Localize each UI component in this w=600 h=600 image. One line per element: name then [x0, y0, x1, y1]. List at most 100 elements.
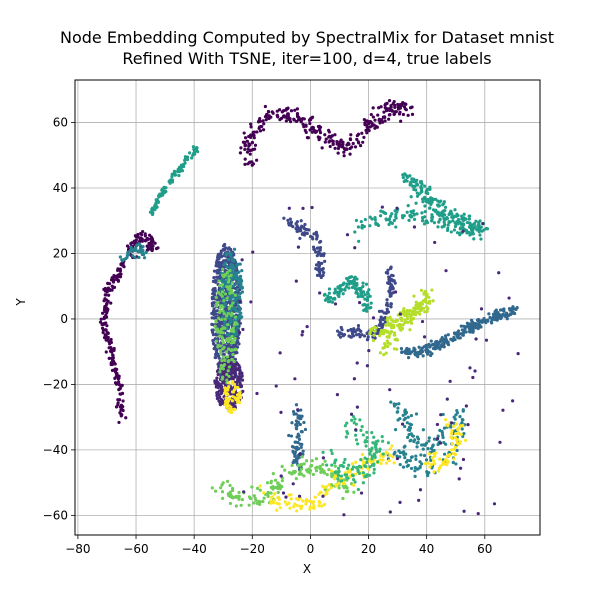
- data-point: [461, 418, 465, 422]
- data-point: [462, 509, 466, 513]
- data-point: [468, 366, 472, 370]
- data-point: [308, 507, 312, 511]
- data-point: [381, 115, 386, 119]
- data-point: [162, 191, 167, 195]
- data-point: [345, 147, 349, 151]
- data-point: [445, 459, 449, 463]
- data-point: [425, 305, 429, 309]
- data-point: [441, 435, 445, 440]
- data-point: [131, 254, 135, 258]
- data-point: [322, 293, 326, 297]
- data-point: [210, 486, 214, 490]
- data-point: [454, 222, 458, 226]
- data-point: [238, 321, 242, 325]
- data-point: [400, 350, 404, 355]
- data-point: [477, 319, 481, 324]
- data-point: [301, 499, 305, 503]
- data-point: [327, 291, 331, 295]
- data-point: [220, 339, 225, 343]
- data-point: [150, 248, 154, 253]
- data-point: [116, 268, 120, 272]
- data-point: [394, 225, 398, 229]
- data-point: [406, 463, 410, 467]
- data-point: [381, 452, 385, 456]
- data-point: [294, 477, 298, 481]
- data-point: [213, 381, 217, 385]
- data-point: [421, 428, 425, 432]
- data-point: [330, 451, 334, 456]
- data-point: [103, 293, 107, 297]
- data-point: [471, 232, 475, 236]
- data-point: [353, 230, 357, 234]
- data-point: [255, 486, 260, 491]
- data-point: [409, 466, 414, 471]
- data-point: [223, 358, 227, 362]
- data-point: [384, 461, 389, 465]
- data-point: [467, 326, 472, 330]
- data-point: [320, 469, 324, 473]
- data-point: [333, 302, 338, 306]
- data-point: [293, 377, 297, 381]
- data-point: [215, 393, 219, 398]
- data-point: [395, 206, 399, 210]
- data-point: [361, 481, 365, 485]
- data-point: [377, 106, 381, 110]
- data-point: [385, 330, 390, 334]
- data-point: [252, 494, 256, 498]
- data-point: [323, 459, 327, 463]
- data-point: [308, 128, 312, 132]
- data-point: [293, 454, 297, 458]
- data-point: [193, 148, 197, 152]
- data-point: [221, 273, 225, 277]
- data-point: [349, 133, 353, 137]
- data-point: [226, 260, 230, 265]
- data-point: [215, 271, 219, 275]
- data-point: [360, 131, 364, 135]
- data-point: [446, 223, 450, 227]
- data-point: [359, 428, 363, 432]
- data-point: [339, 474, 344, 478]
- data-point: [289, 109, 294, 113]
- data-point: [183, 158, 187, 162]
- data-point: [236, 305, 241, 309]
- data-point: [220, 496, 225, 500]
- data-point: [390, 444, 394, 448]
- data-point: [443, 334, 448, 338]
- data-point: [373, 218, 377, 222]
- data-point: [393, 450, 397, 454]
- data-point: [455, 231, 460, 235]
- data-point: [150, 236, 154, 241]
- data-point: [390, 108, 394, 112]
- data-point: [369, 305, 373, 310]
- data-point: [299, 506, 303, 511]
- data-point: [445, 397, 449, 401]
- data-point: [450, 436, 454, 441]
- x-tick-label: 20: [361, 542, 376, 556]
- data-point: [430, 213, 434, 217]
- data-point: [339, 284, 343, 288]
- data-point: [117, 380, 121, 384]
- data-point: [383, 211, 388, 216]
- data-point: [346, 476, 350, 480]
- data-point: [347, 463, 351, 467]
- data-point: [387, 281, 391, 286]
- data-point: [425, 219, 429, 223]
- data-point: [101, 311, 105, 315]
- data-point: [233, 293, 237, 297]
- data-point: [356, 324, 361, 328]
- data-point: [256, 120, 261, 124]
- data-point: [376, 460, 380, 464]
- data-point: [149, 245, 153, 249]
- data-point: [469, 318, 474, 322]
- data-point: [301, 449, 305, 453]
- data-point: [112, 361, 116, 365]
- data-point: [177, 173, 181, 178]
- data-point: [262, 496, 266, 500]
- data-point: [388, 510, 392, 514]
- data-point: [219, 363, 223, 367]
- data-point: [115, 275, 119, 279]
- data-point: [355, 466, 359, 470]
- data-point: [472, 237, 476, 241]
- data-point: [448, 379, 452, 383]
- data-point: [442, 343, 446, 347]
